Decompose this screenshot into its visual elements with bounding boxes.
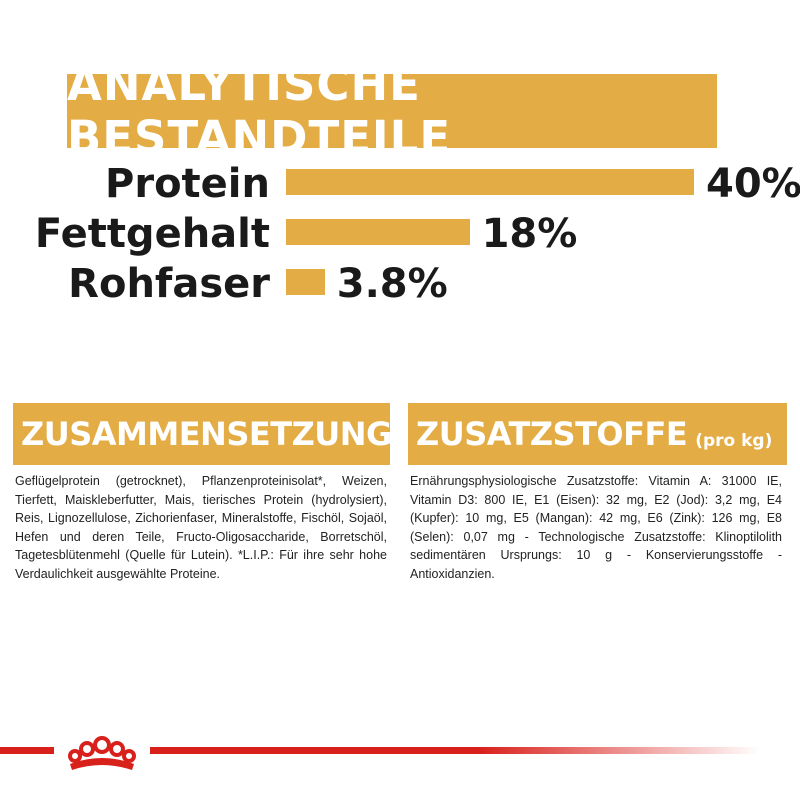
- royal-canin-crown-icon: [68, 736, 136, 770]
- additives-header: ZUSATZSTOFFE (pro kg): [408, 403, 787, 465]
- nutrient-bar: [286, 169, 694, 195]
- additives-subtitle: (pro kg): [695, 431, 773, 451]
- nutrient-row-fat: Fettgehalt 18%: [0, 212, 800, 256]
- nutrient-label: Rohfaser: [68, 261, 270, 307]
- composition-text: Geflügelprotein (getrocknet), Pflanzenpr…: [15, 474, 387, 581]
- nutrient-value: 40%: [706, 161, 800, 207]
- nutrient-row-fibre: Rohfaser 3.8%: [0, 262, 800, 306]
- analytical-constituents-banner: ANALYTISCHE BESTANDTEILE: [67, 58, 717, 164]
- nutrient-value: 3.8%: [336, 261, 448, 307]
- nutrient-bar: [286, 219, 470, 245]
- nutrient-label: Fettgehalt: [34, 211, 270, 257]
- composition-title: ZUSAMMENSETZUNG: [21, 415, 392, 453]
- banner-title: ANALYTISCHE BESTANDTEILE: [67, 58, 452, 164]
- brand-logo: [54, 730, 150, 774]
- nutrient-bar: [286, 269, 325, 295]
- additives-title: ZUSATZSTOFFE: [416, 415, 688, 453]
- nutrient-label: Protein: [105, 161, 270, 207]
- composition-header: ZUSAMMENSETZUNG: [13, 403, 392, 465]
- footer-brand-line: [0, 747, 800, 754]
- nutrient-row-protein: Protein 40%: [0, 162, 800, 206]
- additives-text: Ernährungsphysiologische Zusatzstoffe: V…: [410, 474, 782, 581]
- nutrient-value: 18%: [481, 211, 578, 257]
